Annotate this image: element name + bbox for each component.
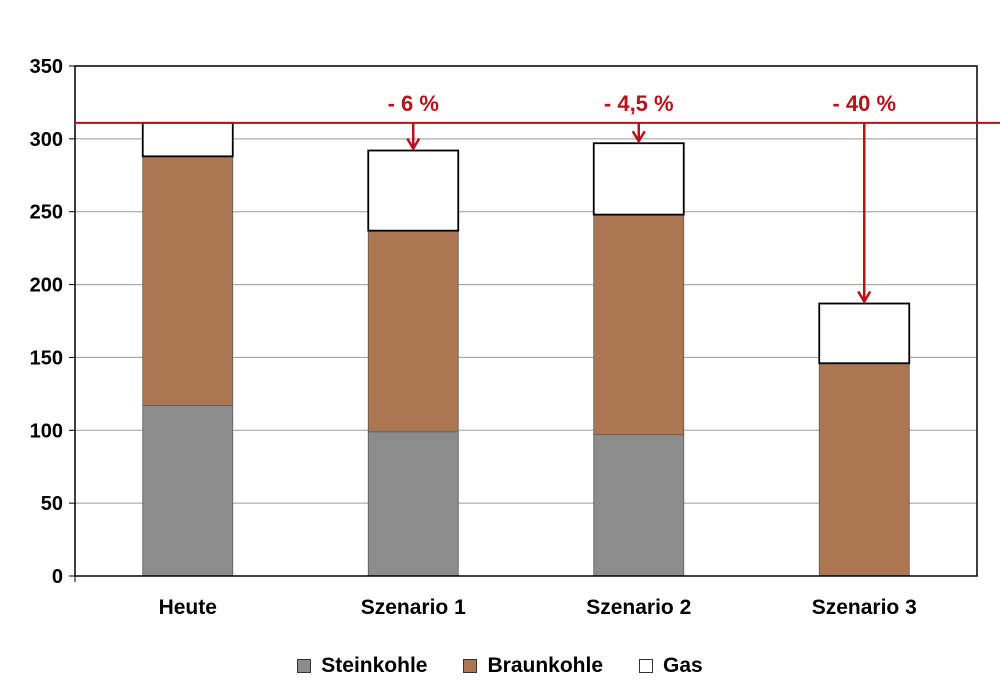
y-tick-label: 50 — [41, 493, 63, 515]
x-category-label: Szenario 3 — [812, 596, 917, 619]
annotations: - 6 % - 4,5 % - 40 % — [75, 91, 1000, 304]
plot-frame — [74, 65, 978, 577]
bar-steinkohle-2 — [367, 431, 459, 577]
legend-label: Braunkohle — [487, 654, 604, 677]
legend-swatch — [463, 659, 478, 673]
legend-item-braunkohle: Braunkohle — [463, 654, 603, 678]
x-category-label: Szenario 2 — [586, 596, 691, 619]
bar-steinkohle-3 — [593, 434, 685, 577]
bar-steinkohle-1 — [142, 405, 234, 577]
annotation-label: - 4,5 % — [604, 91, 674, 116]
y-tick-label: 200 — [30, 275, 63, 297]
annotation-label: - 6 % — [388, 91, 439, 116]
legend-label: Gas — [663, 654, 703, 677]
bar-braunkohle-2 — [367, 230, 459, 433]
bar-braunkohle-4 — [818, 362, 910, 577]
x-category-label: Szenario 1 — [361, 596, 466, 619]
bar-gas-1 — [141, 121, 234, 158]
x-axis: Heute Szenario 1 Szenario 2 Szenario 3 — [74, 576, 917, 619]
legend-item-gas: Gas — [639, 654, 703, 678]
bar-braunkohle-3 — [593, 214, 685, 436]
bar-braunkohle-1 — [142, 155, 234, 406]
stacked-bar-chart: 0 50 100 150 200 250 300 350 Heute Szenario 1 Sze… — [30, 56, 1000, 619]
legend-label: Steinkohle — [321, 654, 428, 677]
bar-gas-4 — [818, 302, 911, 365]
y-axis: 0 50 100 150 200 250 300 350 — [30, 56, 75, 588]
annotation-label: - 40 % — [832, 91, 896, 116]
annotation-arrow-head — [631, 130, 646, 144]
y-tick-label: 250 — [30, 202, 63, 224]
y-tick-label: 150 — [30, 347, 63, 369]
annotation-arrow-head — [406, 137, 421, 151]
y-tick-label: 300 — [30, 129, 63, 151]
y-tick-label: 0 — [52, 566, 63, 588]
legend-item-steinkohle: Steinkohle — [297, 654, 427, 678]
legend-swatch — [297, 659, 312, 673]
bar-gas-2 — [367, 149, 460, 232]
legend: Steinkohle Braunkohle Gas — [0, 654, 1000, 678]
y-tick-label: 100 — [30, 420, 63, 442]
x-category-label: Heute — [159, 596, 217, 619]
plot-border — [74, 65, 978, 577]
annotation-arrow-head — [857, 290, 872, 304]
legend-swatch — [639, 659, 654, 673]
bars — [141, 121, 911, 577]
bar-gas-3 — [592, 142, 685, 216]
y-tick-label: 350 — [30, 56, 63, 78]
